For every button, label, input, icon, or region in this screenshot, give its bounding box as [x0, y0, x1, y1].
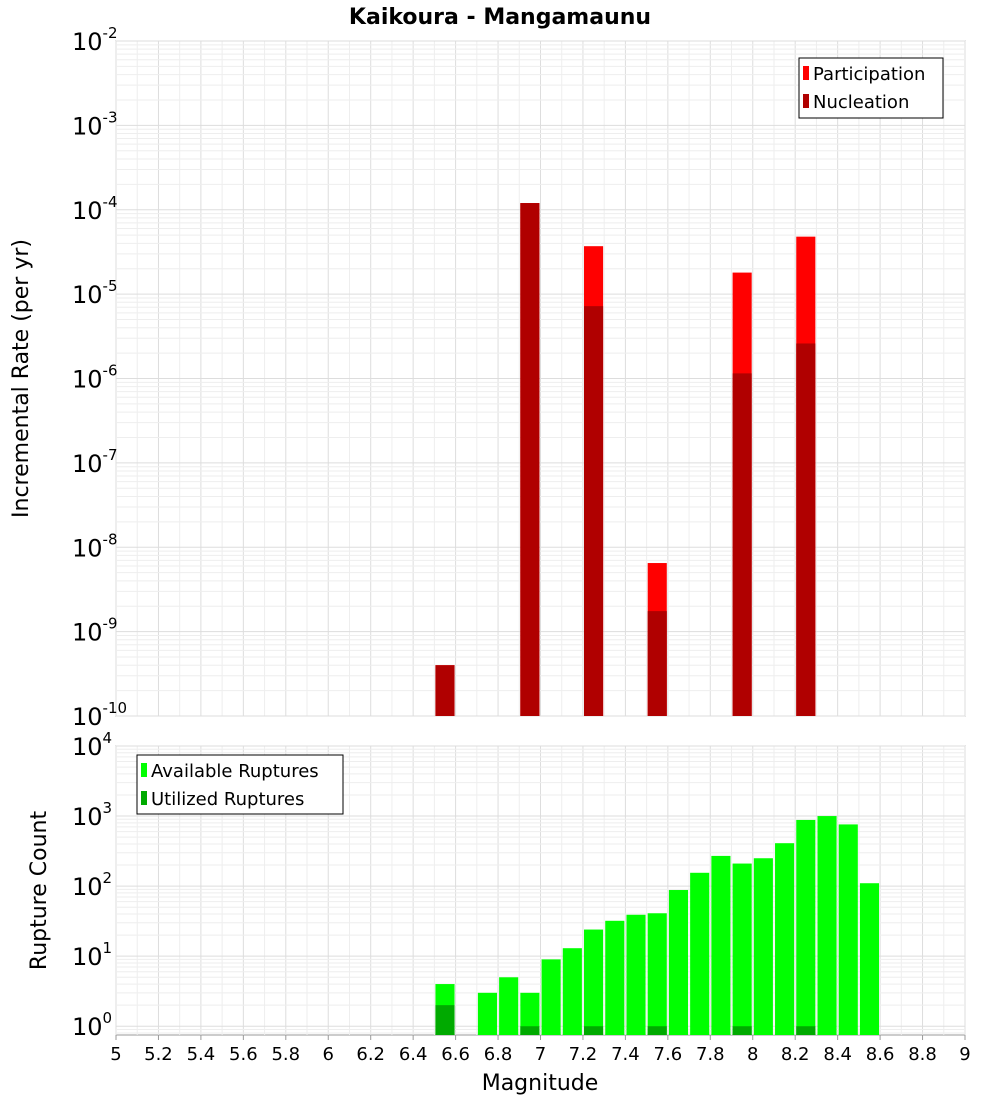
count-panel: 100 101 102 103 104 5 5.2 5.4 5.6 5.8 6 6.2 6.4 6.6 6… — [27, 729, 971, 1096]
bar-nucleation — [520, 203, 540, 716]
x-tick-label: 5.8 — [271, 1044, 300, 1065]
x-tick-label: 5.2 — [144, 1044, 173, 1065]
y-tick-label: 10-3 — [72, 108, 118, 140]
bar-available-ruptures — [796, 819, 816, 1035]
rate-y-ticks: 10-10 10-9 10-8 10-7 10-6 10-5 10-4 10-3 10-2 — [72, 24, 127, 731]
y-tick-label: 104 — [72, 729, 112, 761]
legend-swatch-available — [141, 763, 147, 777]
bar-available-ruptures — [690, 872, 710, 1035]
x-tick-label: 7.4 — [611, 1044, 640, 1065]
x-tick-label: 6.6 — [441, 1044, 470, 1065]
x-tick-label: 6.4 — [399, 1044, 428, 1065]
x-tick-label: 6 — [323, 1044, 334, 1065]
bar-available-ruptures — [817, 816, 837, 1035]
y-tick-label: 10-10 — [72, 699, 127, 731]
count-y-ticks: 100 101 102 103 104 — [72, 729, 112, 1041]
bar-available-ruptures — [584, 929, 604, 1035]
x-tick-label: 5.6 — [229, 1044, 258, 1065]
x-tick-label: 8.6 — [866, 1044, 895, 1065]
legend-label-utilized: Utilized Ruptures — [151, 789, 304, 810]
y-tick-label: 103 — [72, 799, 112, 831]
bar-available-ruptures — [838, 824, 858, 1035]
legend-label-participation: Participation — [813, 64, 925, 85]
legend-label-nucleation: Nucleation — [813, 92, 909, 113]
x-tick-label: 5.4 — [187, 1044, 216, 1065]
rate-panel: 10-10 10-9 10-8 10-7 10-6 10-5 10-4 10-3 10-2 In… — [9, 24, 966, 731]
x-tick-label: 8 — [747, 1044, 758, 1065]
bar-available-ruptures — [711, 855, 731, 1035]
bar-available-ruptures — [626, 914, 646, 1035]
x-tick-label: 6.2 — [356, 1044, 385, 1065]
bar-nucleation — [647, 611, 667, 716]
chart-title: Kaikoura - Mangamaunu — [349, 5, 651, 30]
x-tick-label: 8.8 — [908, 1044, 937, 1065]
x-axis-label: Magnitude — [482, 1071, 599, 1096]
y-tick-label: 101 — [72, 939, 112, 971]
legend-swatch-nucleation — [803, 94, 809, 108]
legend-label-available: Available Ruptures — [151, 761, 319, 782]
x-tick-label: 8.4 — [823, 1044, 852, 1065]
x-tick-label: 9 — [959, 1044, 970, 1065]
bar-utilized-ruptures — [796, 1026, 816, 1035]
x-tick-label: 7.2 — [569, 1044, 598, 1065]
x-tick-label: 5 — [110, 1044, 121, 1065]
rate-y-axis-label: Incremental Rate (per yr) — [9, 239, 34, 518]
bar-utilized-ruptures — [732, 1026, 752, 1035]
y-tick-label: 10-9 — [72, 615, 118, 647]
x-tick-label: 7.8 — [696, 1044, 725, 1065]
x-tick-label: 8.2 — [781, 1044, 810, 1065]
count-bars — [435, 816, 880, 1035]
rate-legend: Participation Nucleation — [798, 57, 944, 119]
bar-available-ruptures — [668, 890, 689, 1035]
y-tick-label: 10-7 — [72, 446, 118, 478]
bar-utilized-ruptures — [520, 1026, 540, 1035]
bar-available-ruptures — [647, 913, 667, 1035]
rate-legend-box — [798, 57, 944, 119]
bar-available-ruptures — [775, 843, 795, 1035]
bar-available-ruptures — [753, 858, 773, 1035]
y-tick-label: 10-6 — [72, 362, 118, 394]
bar-available-ruptures — [541, 959, 561, 1035]
bar-nucleation — [435, 665, 455, 716]
x-tick-label: 7.6 — [654, 1044, 683, 1065]
bar-utilized-ruptures — [584, 1026, 604, 1035]
bar-utilized-ruptures — [435, 1005, 455, 1035]
y-tick-label: 10-8 — [72, 530, 118, 562]
bar-nucleation — [584, 306, 604, 716]
bar-available-ruptures — [859, 883, 880, 1035]
bar-nucleation — [732, 373, 752, 716]
x-ticks: 5 5.2 5.4 5.6 5.8 6 6.2 6.4 6.6 6.8 7 7.2 7.4 7.6 7.8 8… — [110, 1035, 971, 1065]
x-tick-label: 7 — [535, 1044, 546, 1065]
y-tick-label: 10-4 — [72, 193, 118, 225]
y-tick-label: 100 — [72, 1009, 112, 1041]
bar-available-ruptures — [477, 992, 497, 1035]
bar-available-ruptures — [562, 948, 582, 1035]
y-tick-label: 10-5 — [72, 277, 118, 309]
rate-grid — [115, 40, 966, 717]
rate-bars — [435, 203, 816, 716]
bar-available-ruptures — [605, 920, 625, 1035]
bar-available-ruptures — [499, 977, 519, 1035]
legend-swatch-utilized — [141, 791, 147, 805]
bar-utilized-ruptures — [647, 1026, 667, 1035]
legend-swatch-participation — [803, 66, 809, 80]
bar-available-ruptures — [732, 863, 752, 1035]
bar-nucleation — [796, 343, 816, 716]
count-legend: Available Ruptures Utilized Ruptures — [136, 754, 344, 815]
count-legend-box — [136, 754, 344, 815]
x-tick-label: 6.8 — [484, 1044, 513, 1065]
bar-available-ruptures — [520, 992, 540, 1035]
y-tick-label: 102 — [72, 869, 112, 901]
count-y-axis-label: Rupture Count — [27, 811, 52, 971]
y-tick-label: 10-2 — [72, 24, 118, 56]
